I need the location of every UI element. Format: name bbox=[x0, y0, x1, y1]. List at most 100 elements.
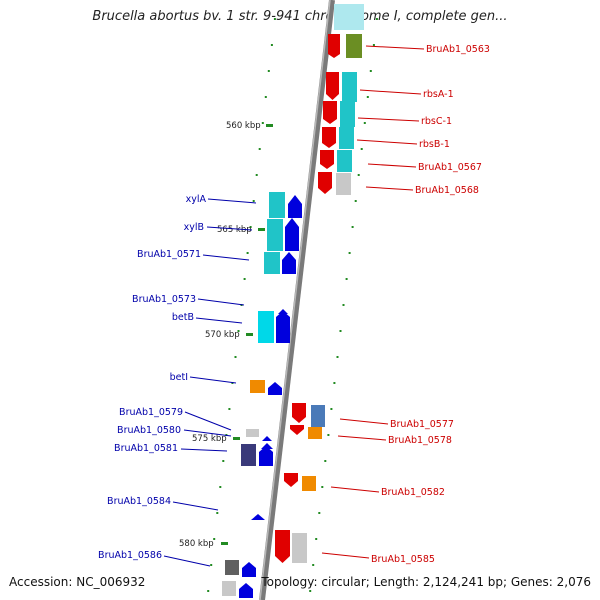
kbp-tick-label: 580 kbp bbox=[179, 539, 214, 549]
gene-label: BruAb1_0585 bbox=[371, 554, 435, 565]
rail-dot bbox=[348, 252, 351, 254]
gene-bruab1-0578[interactable]: BruAb1_0578 bbox=[290, 425, 452, 446]
rail-dot bbox=[363, 122, 366, 124]
rail-dot bbox=[315, 538, 318, 540]
gene-label: rbsB-1 bbox=[419, 139, 450, 150]
rail-dot bbox=[324, 460, 327, 462]
genome-summary: Topology: circular; Length: 2,124,241 bp… bbox=[261, 575, 591, 589]
gene-beti[interactable]: betI bbox=[170, 372, 282, 395]
rail-dot bbox=[369, 70, 372, 72]
rail-dot bbox=[327, 434, 330, 436]
rail-dot bbox=[213, 538, 216, 540]
rail-dot bbox=[309, 590, 312, 592]
kbp-tick-label: 560 kbp bbox=[226, 121, 261, 131]
rail-dot bbox=[345, 278, 348, 280]
kbp-tick-label: 565 kbp bbox=[217, 225, 252, 235]
rail-dot bbox=[270, 44, 273, 46]
gene-label: BruAb1_0584 bbox=[107, 496, 171, 507]
gene-label: rbsC-1 bbox=[421, 116, 452, 127]
gene-label: BruAb1_0586 bbox=[98, 550, 162, 561]
gene-label: BruAb1_0578 bbox=[388, 435, 452, 446]
rail-dot bbox=[366, 96, 369, 98]
rail-dot bbox=[321, 486, 324, 488]
rail-dot bbox=[219, 486, 222, 488]
rail-dot bbox=[207, 590, 210, 592]
rail-dot bbox=[252, 200, 255, 202]
rail-dot bbox=[237, 330, 240, 332]
rail-dot bbox=[228, 408, 231, 410]
kbp-tick-575: 575 kbp bbox=[192, 434, 240, 444]
gene-rbsb-1[interactable]: rbsB-1 bbox=[322, 127, 450, 150]
map-title: Brucella abortus bv. 1 str. 9-941 chromo… bbox=[92, 9, 508, 24]
rail-dot bbox=[339, 330, 342, 332]
gene-bruab1-0568[interactable]: BruAb1_0568 bbox=[318, 172, 479, 196]
rail-dot bbox=[243, 278, 246, 280]
gene-label: BruAb1_0568 bbox=[415, 185, 479, 196]
gene-label: BruAb1_0581 bbox=[114, 443, 178, 454]
gene-label: BruAb1_0567 bbox=[418, 162, 482, 173]
rail-dot bbox=[267, 70, 270, 72]
gene-label: xylA bbox=[186, 194, 207, 205]
gene-bruab1-0577[interactable]: BruAb1_0577 bbox=[292, 403, 454, 430]
rail-dot bbox=[273, 18, 276, 20]
kbp-tick-label: 575 kbp bbox=[192, 434, 227, 444]
gene-rbsa-1[interactable]: rbsA-1 bbox=[326, 72, 454, 102]
gene-label: BruAb1_0571 bbox=[137, 249, 201, 260]
gene-betb[interactable]: betB bbox=[172, 309, 290, 343]
rail-dot bbox=[318, 512, 321, 514]
gene-bruab1-0582[interactable]: BruAb1_0582 bbox=[284, 473, 445, 498]
kbp-tick-570: 570 kbp bbox=[205, 330, 253, 340]
gene-bruab1-0585[interactable]: BruAb1_0585 bbox=[275, 530, 435, 565]
gene-label: BruAb1_0582 bbox=[381, 487, 445, 498]
rail-dot bbox=[342, 304, 345, 306]
kbp-tick-560: 560 kbp bbox=[226, 121, 273, 131]
gene-bruab1-0567[interactable]: BruAb1_0567 bbox=[320, 150, 482, 173]
gene-label: BruAb1_0563 bbox=[426, 44, 490, 55]
rail-dot bbox=[210, 564, 213, 566]
gene-bruab1-0571[interactable]: BruAb1_0571 bbox=[137, 249, 296, 274]
rail-dot bbox=[375, 18, 378, 20]
rail-dot bbox=[372, 44, 375, 46]
rail-dot bbox=[336, 356, 339, 358]
gene-label: xylB bbox=[184, 222, 204, 233]
gene-bruab1-0581[interactable]: BruAb1_0581 bbox=[114, 443, 273, 466]
gene-bruab1-0584[interactable]: BruAb1_0584 bbox=[107, 496, 265, 520]
gene-label: betB bbox=[172, 312, 194, 323]
gene-label: betI bbox=[170, 372, 188, 383]
gene-bruab1-0586[interactable]: BruAb1_0586 bbox=[98, 550, 256, 598]
gene-label: BruAb1_0580 bbox=[117, 425, 181, 436]
genome-backbone-highlight bbox=[259, 0, 331, 600]
rail-dot bbox=[246, 252, 249, 254]
kbp-tick-label: 570 kbp bbox=[205, 330, 240, 340]
rail-dot bbox=[261, 122, 264, 124]
rail-dot bbox=[333, 382, 336, 384]
rail-dot bbox=[354, 200, 357, 202]
gene-label: BruAb1_0579 bbox=[119, 407, 183, 418]
rail-dot bbox=[255, 174, 258, 176]
rail-dot bbox=[234, 356, 237, 358]
gene-label: rbsA-1 bbox=[423, 89, 454, 100]
rail-dot bbox=[222, 460, 225, 462]
gene-label: BruAb1_0577 bbox=[390, 419, 454, 430]
rail-dot bbox=[216, 512, 219, 514]
gene-xyla[interactable]: xylA bbox=[186, 192, 302, 218]
rail-dot bbox=[351, 226, 354, 228]
rail-dot bbox=[264, 96, 267, 98]
rail-dot bbox=[258, 148, 261, 150]
gene-label: BruAb1_0573 bbox=[132, 294, 196, 305]
gene-bruab1-0580[interactable]: BruAb1_0580 bbox=[117, 425, 273, 449]
rail-dot bbox=[330, 408, 333, 410]
genome-backbone bbox=[259, 0, 335, 600]
gene-bruab1-0563[interactable]: BruAb1_0563 bbox=[328, 4, 490, 58]
rail-dot bbox=[360, 148, 363, 150]
rail-dot bbox=[312, 564, 315, 566]
rail-dot bbox=[357, 174, 360, 176]
gene-xylb[interactable]: xylB bbox=[184, 218, 299, 251]
kbp-tick-580: 580 kbp bbox=[179, 539, 228, 549]
gene-rbsc-1[interactable]: rbsC-1 bbox=[323, 101, 452, 127]
gene-bruab1-0573[interactable]: BruAb1_0573 bbox=[132, 294, 245, 306]
accession-label: Accession: NC_006932 bbox=[9, 575, 146, 589]
gene-bruab1-0579[interactable]: BruAb1_0579 bbox=[119, 407, 272, 441]
kbp-tick-565: 565 kbp bbox=[217, 225, 265, 235]
